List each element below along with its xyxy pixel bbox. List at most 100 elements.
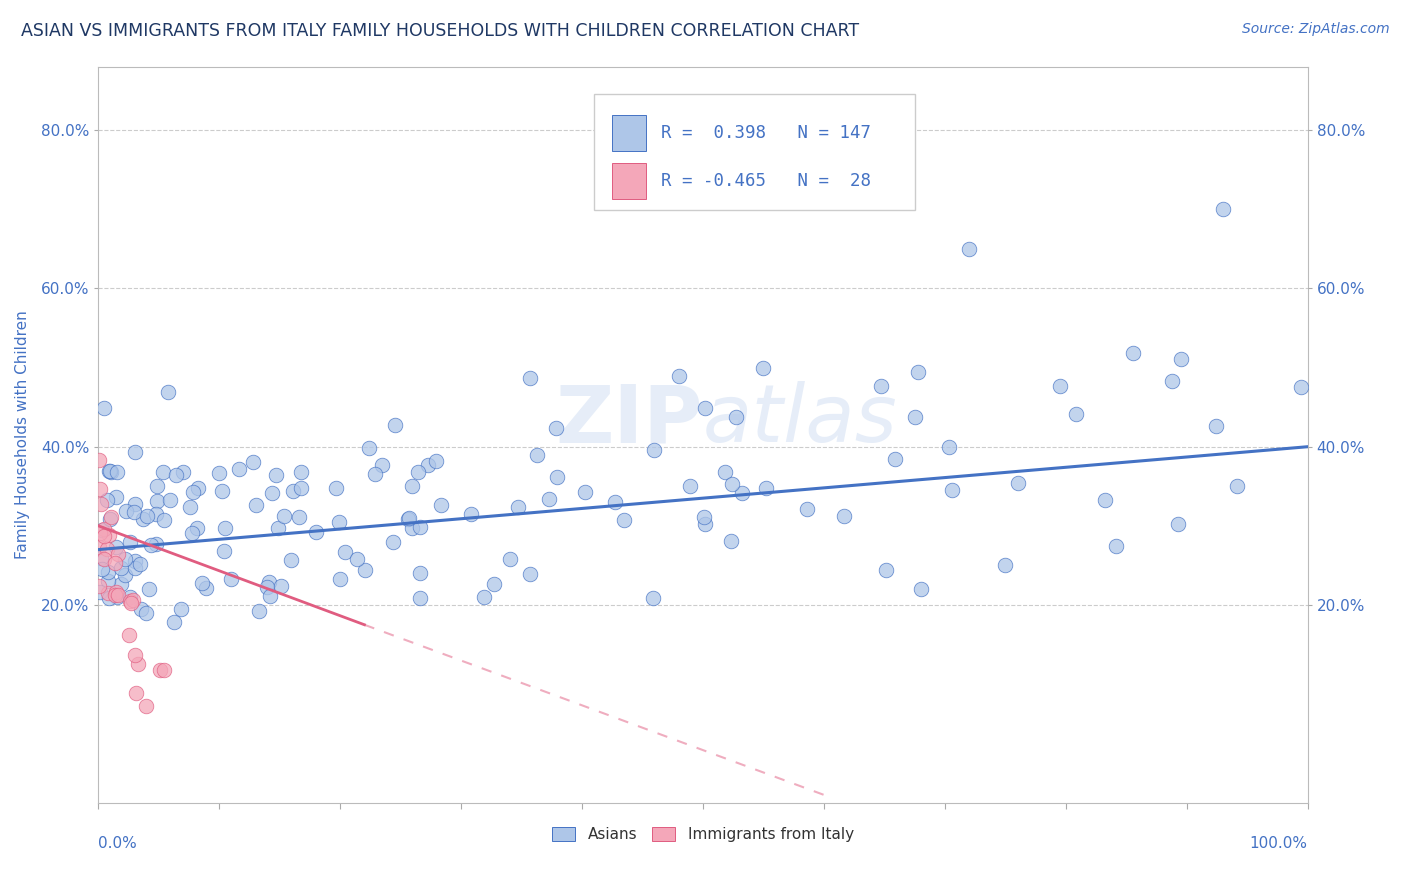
Text: ZIP: ZIP: [555, 381, 703, 459]
Point: [87, 540, 110, 554]
Point: [1094, 493, 1116, 508]
Point: [290, 466, 312, 480]
Point: [194, 581, 217, 595]
Point: [110, 577, 132, 591]
Point: [105, 466, 128, 480]
Point: [256, 580, 278, 594]
Point: [115, 504, 138, 518]
Point: [273, 508, 295, 523]
Point: [93, 551, 115, 566]
Point: [401, 479, 423, 493]
Point: [127, 657, 149, 671]
Point: [994, 558, 1017, 573]
Point: [129, 602, 152, 616]
Point: [100, 512, 122, 526]
Point: [875, 563, 897, 577]
Point: [93, 401, 115, 416]
Point: [97, 591, 120, 605]
Point: [124, 553, 146, 567]
Point: [904, 409, 927, 424]
Point: [1212, 202, 1234, 217]
Point: [139, 538, 162, 552]
Point: [406, 465, 429, 479]
Point: [91, 562, 114, 576]
Point: [1122, 345, 1144, 359]
Point: [162, 615, 184, 630]
Point: [731, 485, 754, 500]
Point: [156, 384, 179, 399]
Point: [146, 494, 169, 508]
Point: [370, 458, 392, 472]
Point: [96, 493, 118, 508]
Point: [499, 552, 522, 566]
Point: [721, 477, 744, 491]
Point: [124, 444, 146, 458]
Point: [245, 499, 267, 513]
Point: [97, 574, 120, 588]
Point: [641, 591, 664, 605]
Point: [165, 468, 187, 483]
Point: [270, 579, 292, 593]
Point: [752, 360, 775, 375]
Point: [1289, 380, 1312, 394]
Point: [89, 525, 111, 540]
Point: [328, 516, 350, 530]
Point: [98, 465, 121, 479]
Point: [603, 495, 626, 509]
Point: [247, 604, 270, 618]
Point: [713, 466, 735, 480]
Point: [384, 417, 406, 432]
Point: [145, 507, 167, 521]
Point: [401, 521, 423, 535]
Point: [506, 500, 529, 514]
Point: [90, 551, 112, 566]
Point: [796, 502, 818, 516]
Point: [346, 552, 368, 566]
Point: [884, 452, 907, 467]
Point: [180, 525, 202, 540]
Point: [425, 453, 447, 467]
Point: [107, 588, 129, 602]
Point: [755, 481, 778, 495]
Point: [416, 458, 439, 473]
Text: R =  0.398   N = 147: R = 0.398 N = 147: [661, 124, 870, 142]
Point: [396, 512, 419, 526]
Point: [484, 576, 506, 591]
Point: [97, 527, 120, 541]
Point: [938, 440, 960, 454]
Point: [89, 483, 111, 497]
Point: [408, 566, 430, 581]
Point: [262, 486, 284, 500]
Point: [131, 512, 153, 526]
Point: [724, 410, 747, 425]
Point: [720, 534, 742, 549]
Point: [474, 591, 496, 605]
Point: [105, 490, 128, 504]
Point: [135, 606, 157, 620]
Point: [172, 465, 194, 479]
Point: [257, 574, 280, 589]
Bar: [613, 115, 647, 151]
Point: [100, 465, 122, 479]
Point: [214, 521, 236, 535]
Point: [429, 499, 451, 513]
Point: [191, 575, 214, 590]
Point: [643, 443, 665, 458]
Point: [1160, 374, 1182, 388]
Point: [122, 592, 145, 607]
Point: [89, 585, 111, 599]
Point: [259, 590, 281, 604]
Point: [97, 586, 120, 600]
Point: [120, 596, 142, 610]
Point: [537, 492, 560, 507]
FancyBboxPatch shape: [595, 95, 915, 211]
Point: [153, 513, 176, 527]
Point: [146, 479, 169, 493]
Point: [907, 365, 929, 379]
Point: [118, 591, 141, 605]
Point: [408, 520, 430, 534]
Point: [110, 561, 132, 575]
Point: [333, 545, 356, 559]
Point: [214, 544, 236, 558]
Text: 100.0%: 100.0%: [1250, 836, 1308, 851]
